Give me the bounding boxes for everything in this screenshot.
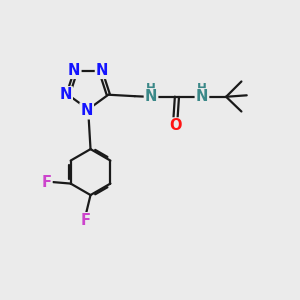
Text: H: H [146, 82, 156, 95]
Text: N: N [145, 89, 157, 104]
Text: N: N [196, 89, 208, 104]
Text: N: N [68, 63, 80, 78]
Text: N: N [80, 103, 93, 118]
Text: F: F [80, 213, 91, 228]
Text: N: N [96, 63, 108, 78]
Text: H: H [197, 82, 207, 95]
Text: O: O [169, 118, 182, 134]
Text: F: F [41, 175, 52, 190]
Text: N: N [59, 87, 72, 102]
